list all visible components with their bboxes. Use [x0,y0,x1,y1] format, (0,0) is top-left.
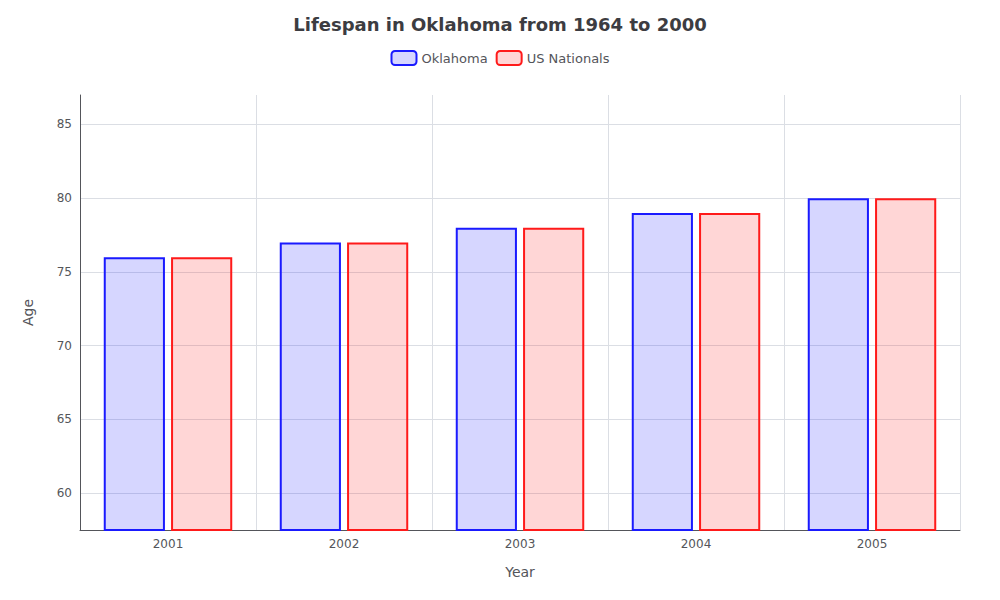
svg-text:2004: 2004 [681,537,712,551]
svg-text:2005: 2005 [857,537,888,551]
svg-text:Year: Year [504,564,535,580]
svg-text:Oklahoma: Oklahoma [421,51,487,66]
svg-text:75: 75 [57,265,72,279]
svg-text:Age: Age [20,299,36,326]
svg-text:2001: 2001 [153,537,184,551]
svg-text:70: 70 [57,339,72,353]
svg-text:2002: 2002 [329,537,360,551]
svg-text:Lifespan in Oklahoma from 1964: Lifespan in Oklahoma from 1964 to 2000 [293,14,707,35]
svg-text:80: 80 [57,191,72,205]
svg-text:US Nationals: US Nationals [527,51,610,66]
svg-text:65: 65 [57,412,72,426]
svg-text:2003: 2003 [505,537,536,551]
svg-text:60: 60 [57,486,72,500]
svg-text:85: 85 [57,117,72,131]
